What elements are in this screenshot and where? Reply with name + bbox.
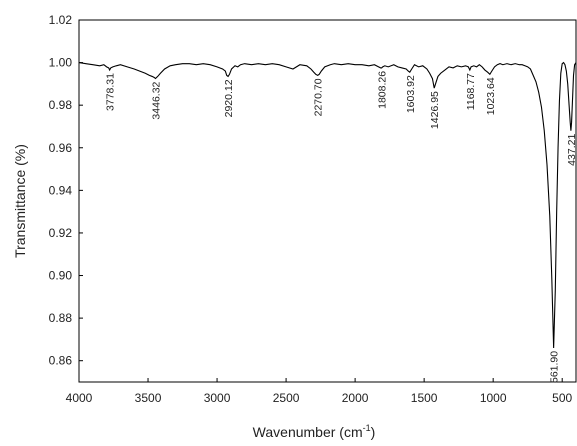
- peak-label: 1603.92: [405, 75, 417, 113]
- peak-labels: 3778.31 3446.32 2920.12 2270.70 1808.26 1603.…: [105, 71, 577, 383]
- x-tick-label: 500: [552, 391, 572, 405]
- spectrum-line: [78, 61, 577, 348]
- x-tick-label: 3500: [135, 391, 162, 405]
- y-tick-label: 0.88: [49, 311, 73, 325]
- y-axis-ticks: 1.02 1.00 0.98 0.96 0.94 0.92 0.90 0.88 0.86: [49, 13, 83, 368]
- y-tick-label: 0.94: [49, 183, 73, 197]
- x-tick-label: 1500: [411, 391, 438, 405]
- x-axis-title-sup: -1: [363, 423, 371, 433]
- x-tick-label: 2500: [273, 391, 300, 405]
- y-tick-label: 0.96: [49, 141, 73, 155]
- peak-label: 1168.77: [465, 73, 477, 110]
- plot-frame: [78, 19, 577, 383]
- peak-label: 1426.95: [429, 91, 441, 129]
- y-tick-label: 1.02: [49, 13, 73, 27]
- x-tick-label: 3000: [204, 391, 231, 405]
- x-axis-title: Wavenumber (cm-1): [253, 423, 376, 440]
- peak-label: 3446.32: [150, 81, 162, 119]
- x-tick-label: 2000: [342, 391, 369, 405]
- peak-label: 2920.12: [223, 79, 235, 117]
- x-axis-ticks: 4000 3500 3000 2500 2000 1500 1000 500: [66, 378, 573, 405]
- y-tick-label: 0.86: [49, 354, 73, 368]
- x-axis-title-close: ): [371, 424, 376, 440]
- x-tick-label: 1000: [480, 391, 507, 405]
- peak-label: 561.90: [549, 351, 561, 383]
- peak-label: 3778.31: [105, 73, 117, 111]
- x-axis-title-main: Wavenumber (cm: [253, 424, 363, 440]
- y-tick-label: 0.92: [49, 226, 73, 240]
- x-tick-label: 4000: [66, 391, 93, 405]
- peak-label: 1808.26: [377, 71, 389, 109]
- y-axis-title: Transmittance (%): [12, 144, 28, 258]
- peak-label: 1023.64: [485, 77, 497, 115]
- y-tick-label: 0.90: [49, 269, 73, 283]
- peak-label: 2270.70: [313, 78, 325, 116]
- y-tick-label: 0.98: [49, 98, 73, 112]
- y-tick-label: 1.00: [49, 56, 73, 70]
- peak-label: 437.21: [566, 134, 577, 166]
